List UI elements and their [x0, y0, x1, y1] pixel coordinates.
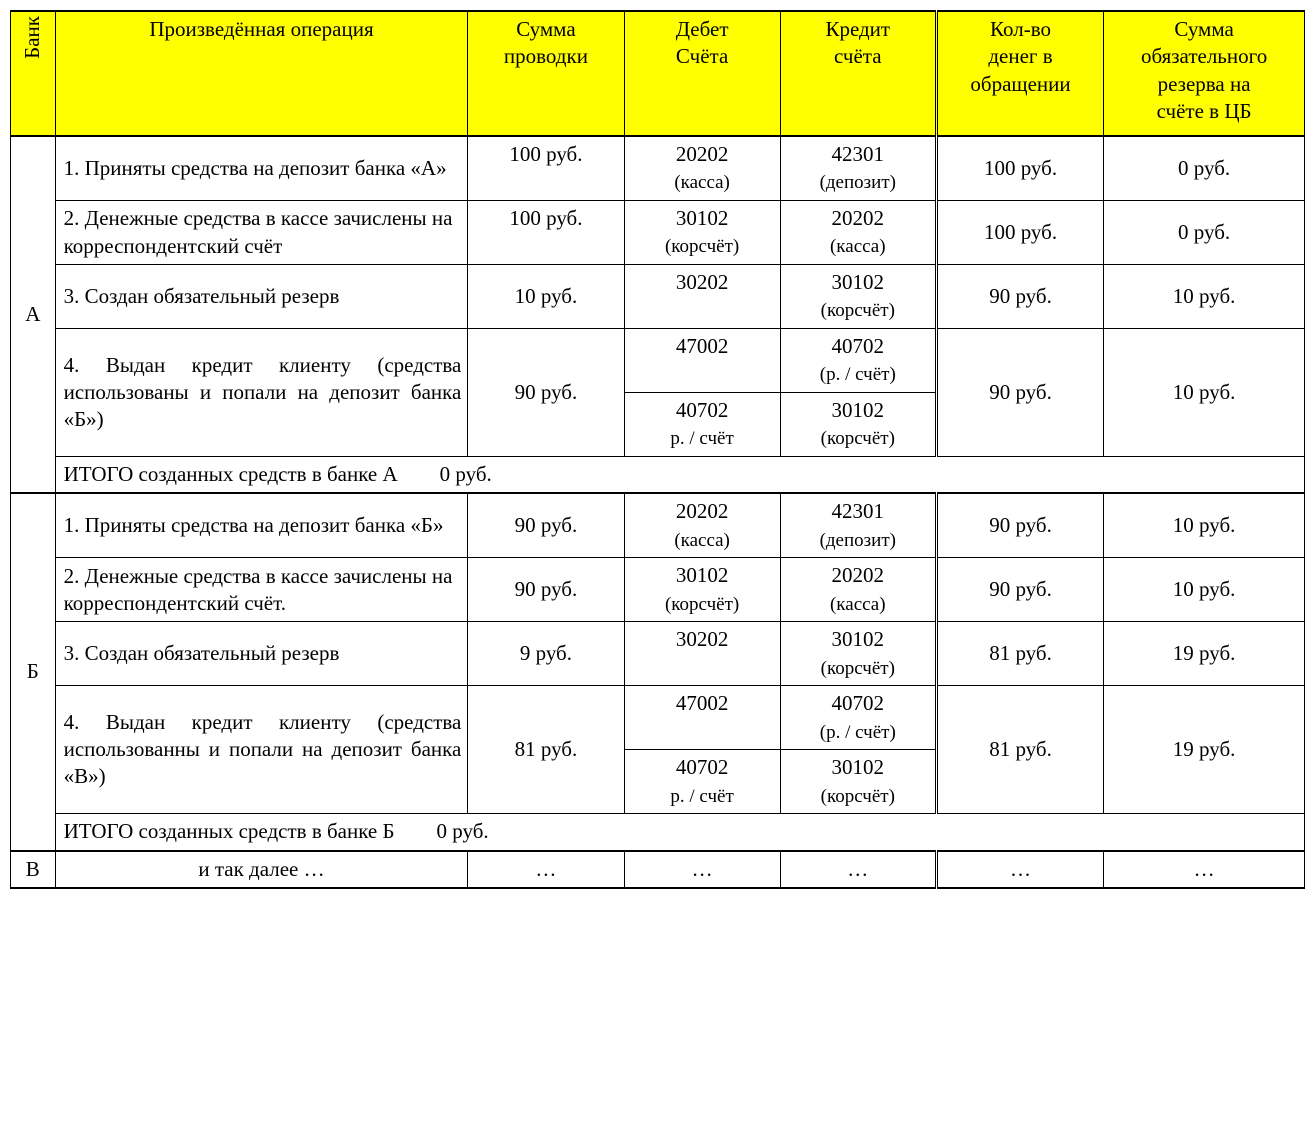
bank-a-total: ИТОГО созданных средств в банке А 0 руб. [11, 457, 1305, 494]
a-r3-deb: 30202 [624, 265, 780, 329]
bank-b-label: Б [11, 493, 56, 850]
bank-b-row4a: 4. Выдан кредит клиенту (средства исполь… [11, 686, 1305, 750]
hdr-bank: Банк [11, 11, 56, 136]
bank-v-label: В [11, 851, 56, 888]
b-r2-op: 2. Денежные средства в кассе зачислены н… [55, 558, 468, 622]
hdr-operation: Произведённая операция [55, 11, 468, 136]
a-r1-res: 0 руб. [1104, 136, 1305, 200]
hdr-sum: Сумма проводки [468, 11, 624, 136]
a-r2-op: 2. Денежные средства в кассе зачислены н… [55, 201, 468, 265]
header-row: Банк Произведённая операция Сумма провод… [11, 11, 1305, 136]
a-r1-sum: 100 руб. [468, 136, 624, 200]
b-r4-circ: 81 руб. [936, 686, 1103, 814]
v-sum: … [468, 851, 624, 888]
a-r4-res: 10 руб. [1104, 329, 1305, 457]
a-r3-op: 3. Создан обязательный резерв [55, 265, 468, 329]
v-deb: … [624, 851, 780, 888]
b-r3-deb: 30202 [624, 622, 780, 686]
b-r1-sum: 90 руб. [468, 493, 624, 557]
b-r4-deb-a: 47002 [624, 686, 780, 750]
bank-b-row3: 3. Создан обязательный резерв 9 руб. 302… [11, 622, 1305, 686]
b-r3-sum: 9 руб. [468, 622, 624, 686]
hdr-circulation: Кол-во денег в обращении [936, 11, 1103, 136]
b-r3-cred: 30102(корсчёт) [780, 622, 936, 686]
b-r4-sum: 81 руб. [468, 686, 624, 814]
a-r4-deb-a: 47002 [624, 329, 780, 393]
a-total-text: ИТОГО созданных средств в банке А 0 руб. [55, 457, 1304, 494]
bank-a-row1: А 1. Приняты средства на депозит банка «… [11, 136, 1305, 200]
b-r4-res: 19 руб. [1104, 686, 1305, 814]
b-r1-circ: 90 руб. [936, 493, 1103, 557]
bank-b-row2: 2. Денежные средства в кассе зачислены н… [11, 558, 1305, 622]
a-r4-cred-a: 40702(р. / счёт) [780, 329, 936, 393]
a-r1-cred: 42301(депозит) [780, 136, 936, 200]
hdr-sum-text: Сумма проводки [504, 17, 588, 68]
b-r3-circ: 81 руб. [936, 622, 1103, 686]
v-circ: … [936, 851, 1103, 888]
a-r4-sum: 90 руб. [468, 329, 624, 457]
v-cred: … [780, 851, 936, 888]
bank-a-row4a: 4. Выдан кредит клиенту (средства исполь… [11, 329, 1305, 393]
a-r4-circ: 90 руб. [936, 329, 1103, 457]
a-r2-circ: 100 руб. [936, 201, 1103, 265]
b-r3-res: 19 руб. [1104, 622, 1305, 686]
bank-a-row3: 3. Создан обязательный резерв 10 руб. 30… [11, 265, 1305, 329]
b-r2-cred: 20202(касса) [780, 558, 936, 622]
hdr-debit: Дебет Счёта [624, 11, 780, 136]
b-r4-deb-b: 40702р. / счёт [624, 750, 780, 814]
hdr-credit: Кредит счёта [780, 11, 936, 136]
a-r4-deb-b: 40702р. / счёт [624, 393, 780, 457]
a-r1-op: 1. Приняты средства на депозит банка «А» [55, 136, 468, 200]
a-r3-res: 10 руб. [1104, 265, 1305, 329]
b-r2-circ: 90 руб. [936, 558, 1103, 622]
a-r3-sum: 10 руб. [468, 265, 624, 329]
a-r2-res: 0 руб. [1104, 201, 1305, 265]
b-r1-deb: 20202(касса) [624, 493, 780, 557]
b-r2-res: 10 руб. [1104, 558, 1305, 622]
b-r3-op: 3. Создан обязательный резерв [55, 622, 468, 686]
b-r4-cred-b: 30102(корсчёт) [780, 750, 936, 814]
a-r1-circ: 100 руб. [936, 136, 1103, 200]
a-r3-circ: 90 руб. [936, 265, 1103, 329]
b-total-text: ИТОГО созданных средств в банке Б 0 руб. [55, 814, 1304, 851]
b-r1-res: 10 руб. [1104, 493, 1305, 557]
bank-b-row1: Б 1. Приняты средства на депозит банка «… [11, 493, 1305, 557]
b-r4-cred-a: 40702(р. / счёт) [780, 686, 936, 750]
b-r4-op: 4. Выдан кредит клиенту (средства исполь… [55, 686, 468, 814]
a-r2-deb: 30102(корсчёт) [624, 201, 780, 265]
v-op: и так далее … [55, 851, 468, 888]
b-r2-sum: 90 руб. [468, 558, 624, 622]
a-r2-sum: 100 руб. [468, 201, 624, 265]
a-r1-deb: 20202(касса) [624, 136, 780, 200]
bank-v-row: В и так далее … … … … … … [11, 851, 1305, 888]
b-r2-deb: 30102(корсчёт) [624, 558, 780, 622]
a-r4-cred-b: 30102(корсчёт) [780, 393, 936, 457]
bank-a-row2: 2. Денежные средства в кассе зачислены н… [11, 201, 1305, 265]
accounting-table: Банк Произведённая операция Сумма провод… [10, 10, 1305, 889]
a-r3-cred: 30102(корсчёт) [780, 265, 936, 329]
a-r4-op: 4. Выдан кредит клиенту (средства исполь… [55, 329, 468, 457]
b-r1-cred: 42301(депозит) [780, 493, 936, 557]
b-r1-op: 1. Приняты средства на депозит банка «Б» [55, 493, 468, 557]
hdr-reserve: Сумма обязательного резерва на счёте в Ц… [1104, 11, 1305, 136]
bank-a-label: А [11, 136, 56, 493]
bank-b-total: ИТОГО созданных средств в банке Б 0 руб. [11, 814, 1305, 851]
a-r2-cred: 20202(касса) [780, 201, 936, 265]
v-res: … [1104, 851, 1305, 888]
